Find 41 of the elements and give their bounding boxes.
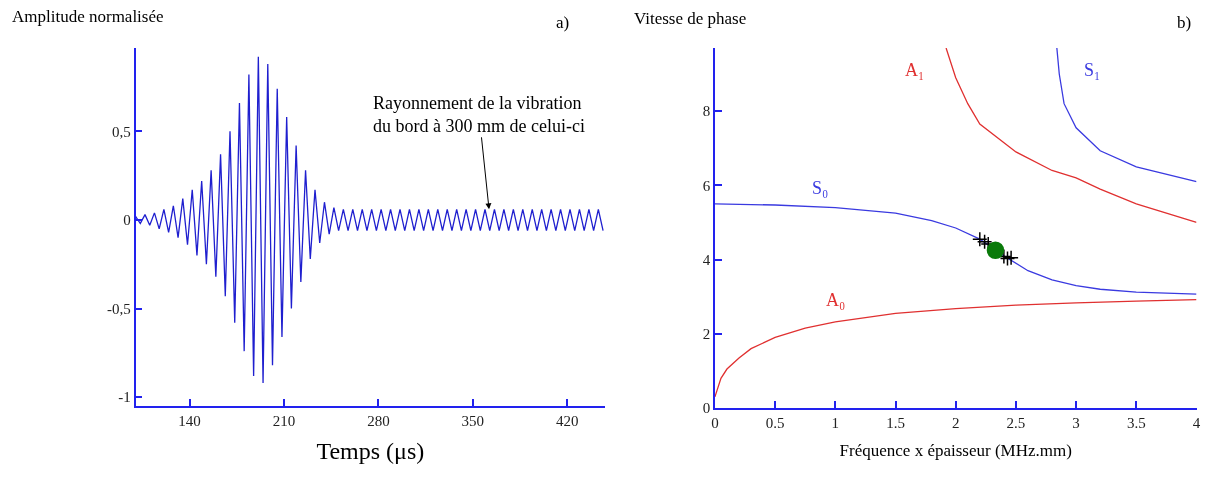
point (986, 241, 1005, 260)
x-axis-title: Fréquence x épaisseur (MHz.mm) (839, 440, 1072, 460)
y-tick-label: 6 (702, 177, 711, 194)
x-tick-label: 350 (461, 412, 485, 429)
point (999, 250, 1016, 267)
x-tick-label: 3.5 (1126, 414, 1146, 431)
x-tick-label: 1 (831, 414, 840, 431)
annotation: Rayonnement de la vibration du bord à 300 mm de celui-ci (373, 93, 585, 137)
y-tick-label: 8 (702, 103, 711, 120)
line-series (1056, 48, 1197, 183)
series-label: S₁ (1084, 60, 1101, 80)
y-tick-label: 0 (123, 212, 131, 229)
y-axis-title: Amplitude normalisée (12, 7, 164, 26)
y-tick-label: -1 (118, 389, 131, 406)
y-tick-label: 4 (702, 251, 711, 268)
point (976, 233, 993, 250)
y-tick-label: -0,5 (107, 300, 131, 317)
x-tick-label: 420 (556, 412, 579, 429)
y-axis-title: Vitesse de phase (634, 9, 747, 28)
x-tick-label: 2.5 (1006, 414, 1026, 431)
x-tick-label: 3 (1072, 414, 1080, 431)
series-label: A₁ (905, 60, 925, 80)
x-axis-title: Temps (μs) (316, 437, 425, 464)
text: a) (556, 13, 570, 32)
y-tick-label: 0,5 (112, 123, 131, 140)
series-label: S₀ (812, 178, 829, 198)
x-tick-label: 0.5 (765, 414, 785, 431)
x-tick-label: 210 (272, 412, 296, 429)
line-series (945, 48, 1197, 224)
series-label: A₀ (826, 290, 846, 310)
point (1003, 249, 1019, 266)
y-tick-label: 0 (702, 400, 711, 417)
x-tick-label: 2 (951, 414, 960, 431)
y-tick-label: 2 (702, 326, 711, 343)
x-tick-label: 4 (1192, 414, 1201, 431)
x-tick-label: 280 (367, 412, 390, 429)
line-series (135, 56, 604, 384)
line-series (714, 203, 1197, 295)
text: b) (1177, 13, 1192, 32)
x-tick-label: 1.5 (886, 414, 905, 431)
x-tick-label: 140 (178, 412, 201, 429)
